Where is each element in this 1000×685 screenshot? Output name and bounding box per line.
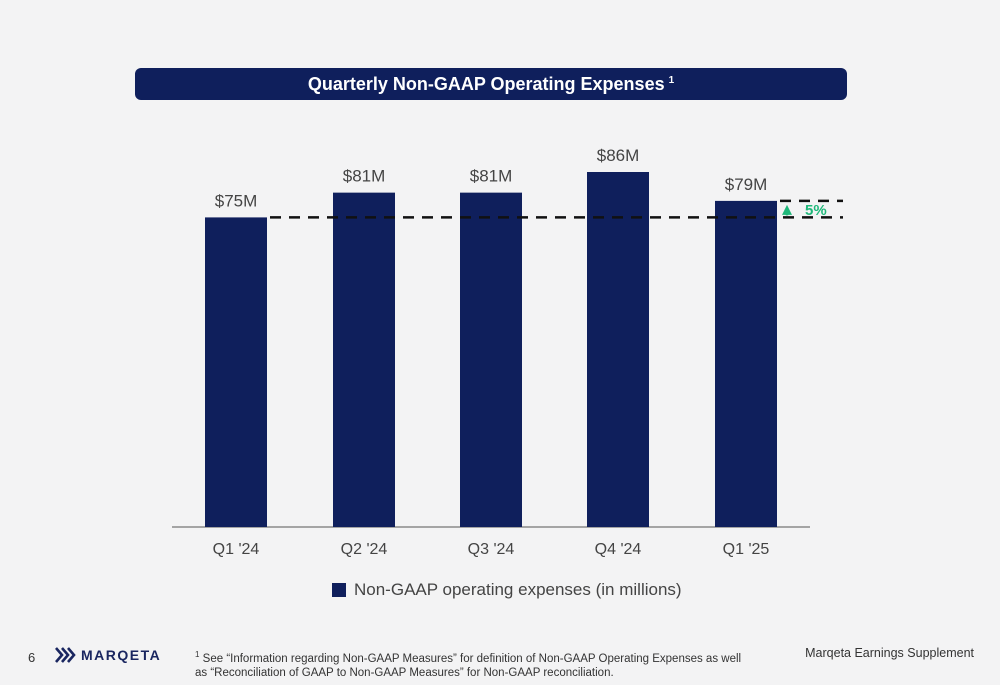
bar [205, 217, 267, 527]
legend: Non-GAAP operating expenses (in millions… [332, 580, 682, 600]
footnote-marker: 1 [195, 650, 200, 659]
x-tick-label: Q1 '24 [213, 541, 260, 558]
data-label: $75M [215, 191, 258, 210]
supplement-label: Marqeta Earnings Supplement [805, 646, 974, 660]
x-tick-label: Q3 '24 [468, 541, 515, 558]
x-tick-label: Q2 '24 [341, 541, 388, 558]
chart-title-bar: Quarterly Non-GAAP Operating Expenses 1 [135, 68, 847, 100]
chart-title: Quarterly Non-GAAP Operating Expenses [307, 73, 665, 94]
footnote-text: See “Information regarding Non-GAAP Meas… [195, 652, 742, 679]
legend-swatch [332, 583, 346, 597]
data-label: $81M [470, 167, 513, 186]
page-number: 6 [28, 650, 36, 665]
legend-label: Non-GAAP operating expenses (in millions… [354, 580, 682, 599]
footnote: 1 See “Information regarding Non-GAAP Me… [195, 648, 755, 680]
title-footnote-marker: 1 [668, 74, 675, 86]
x-tick-label: Q1 '25 [723, 541, 770, 558]
bar [333, 192, 395, 528]
x-tick-label: Q4 '24 [595, 541, 642, 558]
bar [715, 200, 777, 527]
logo-text: MARQETA [81, 647, 162, 663]
marqeta-chevron-icon [55, 647, 76, 663]
marqeta-logo: MARQETA [55, 647, 161, 663]
data-label: $79M [725, 175, 768, 194]
growth-annotation-label: 5% [805, 202, 827, 219]
data-label: $81M [343, 167, 386, 186]
growth-arrow-head-icon [782, 204, 792, 215]
bar [460, 192, 522, 528]
data-label: $86M [597, 146, 640, 165]
bar [587, 172, 649, 527]
